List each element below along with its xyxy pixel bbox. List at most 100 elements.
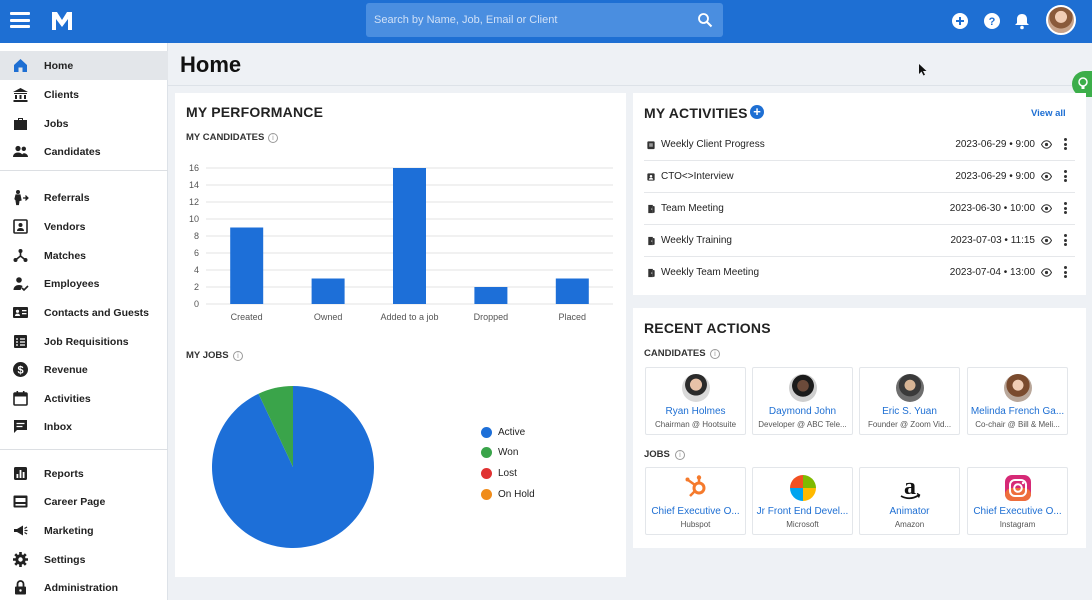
- job-title[interactable]: Chief Executive O...: [973, 506, 1062, 517]
- sidebar-item-job-requisitions[interactable]: Job Requisitions: [0, 327, 168, 356]
- candidate-tile[interactable]: Ryan Holmes Chairman @ Hootsuite: [645, 367, 746, 435]
- job-tile[interactable]: a Animator Amazon: [859, 467, 960, 535]
- activity-date: 2023-07-04 • 13:00: [949, 267, 1035, 278]
- svg-text:?: ?: [989, 16, 996, 28]
- add-activity-button[interactable]: +: [750, 105, 764, 119]
- eye-icon[interactable]: [1041, 268, 1052, 277]
- job-title[interactable]: Jr Front End Devel...: [756, 506, 849, 517]
- user-avatar[interactable]: [1046, 5, 1076, 35]
- sidebar-item-home[interactable]: Home: [0, 51, 168, 80]
- sidebar-item-jobs[interactable]: Jobs: [0, 109, 168, 138]
- job-title[interactable]: Animator: [889, 506, 930, 517]
- y-tick-label: 14: [189, 180, 199, 190]
- pie-slice-active[interactable]: [211, 386, 374, 548]
- sidebar-item-settings[interactable]: Settings: [0, 545, 168, 574]
- sidebar-item-vendors[interactable]: Vendors: [0, 212, 168, 241]
- bar-placed[interactable]: [555, 278, 589, 305]
- feedback-tab[interactable]: [1072, 71, 1092, 97]
- referral-icon: [14, 190, 29, 206]
- x-tick-label: Owned: [314, 312, 343, 322]
- my-jobs-label: MY JOBS: [186, 350, 229, 361]
- legend-item-lost[interactable]: Lost: [481, 468, 517, 479]
- candidate-name[interactable]: Eric S. Yuan: [882, 406, 937, 417]
- legend-item-on-hold[interactable]: On Hold: [481, 489, 535, 500]
- search-icon[interactable]: [697, 12, 713, 28]
- activity-title[interactable]: CTO<>Interview: [661, 171, 734, 182]
- sidebar-item-label: Job Requisitions: [44, 335, 129, 348]
- candidate-name[interactable]: Ryan Holmes: [665, 406, 726, 417]
- activity-row[interactable]: CTO<>Interview 2023-06-29 • 9:00: [644, 161, 1075, 193]
- sidebar-item-revenue[interactable]: $ Revenue: [0, 355, 168, 384]
- bell-icon[interactable]: [1013, 12, 1031, 30]
- activity-title[interactable]: Weekly Training: [661, 235, 732, 246]
- activity-row[interactable]: Weekly Training 2023-07-03 • 11:15: [644, 225, 1075, 257]
- sidebar: Home Clients Jobs Candidates Referrals Vendor…: [0, 43, 168, 600]
- job-tile[interactable]: Chief Executive O... Instagram: [967, 467, 1068, 535]
- eye-icon[interactable]: [1041, 140, 1052, 149]
- view-all-link[interactable]: View all: [1031, 108, 1066, 119]
- bar-owned[interactable]: [311, 278, 345, 305]
- pie-slice-won[interactable]: [258, 386, 293, 467]
- job-tile[interactable]: Chief Executive O... Hubspot: [645, 467, 746, 535]
- eye-icon[interactable]: [1041, 236, 1052, 245]
- more-options-icon[interactable]: [1064, 234, 1067, 246]
- more-options-icon[interactable]: [1064, 170, 1067, 182]
- activity-title[interactable]: Weekly Team Meeting: [661, 267, 760, 278]
- candidate-tile[interactable]: Daymond John Developer @ ABC Tele...: [752, 367, 853, 435]
- lock-icon: [15, 580, 26, 595]
- sidebar-item-label: Clients: [44, 88, 80, 101]
- bar-created[interactable]: [230, 227, 264, 305]
- more-options-icon[interactable]: [1064, 266, 1067, 278]
- legend-item-active[interactable]: Active: [481, 427, 525, 438]
- job-title[interactable]: Chief Executive O...: [651, 506, 740, 517]
- candidate-name[interactable]: Melinda French Ga...: [970, 406, 1065, 417]
- hamburger-menu-icon[interactable]: [10, 12, 30, 28]
- job-company: Instagram: [999, 520, 1036, 529]
- info-icon[interactable]: i: [675, 450, 685, 460]
- sidebar-item-contacts-and-guests[interactable]: Contacts and Guests: [0, 298, 168, 327]
- sidebar-item-activities[interactable]: Activities: [0, 384, 168, 413]
- search-bar[interactable]: Search by Name, Job, Email or Client: [366, 3, 723, 37]
- more-options-icon[interactable]: [1064, 202, 1067, 214]
- activity-row[interactable]: Weekly Client Progress 2023-06-29 • 9:00: [644, 129, 1075, 161]
- candidate-name[interactable]: Daymond John: [768, 406, 837, 417]
- sidebar-item-candidates[interactable]: Candidates: [0, 137, 168, 166]
- job-tile[interactable]: Jr Front End Devel... Microsoft: [752, 467, 853, 535]
- bar-added-to-a-job[interactable]: [393, 168, 426, 304]
- sidebar-item-label: Settings: [44, 553, 86, 566]
- sidebar-item-label: Matches: [44, 249, 87, 262]
- gear-icon: [13, 552, 28, 567]
- eye-icon[interactable]: [1041, 204, 1052, 213]
- sidebar-item-clients[interactable]: Clients: [0, 80, 168, 109]
- activity-row[interactable]: Weekly Team Meeting 2023-07-04 • 13:00: [644, 257, 1075, 289]
- activity-title[interactable]: Team Meeting: [661, 203, 724, 214]
- candidate-tile[interactable]: Eric S. Yuan Founder @ Zoom Vid...: [859, 367, 960, 435]
- sidebar-item-reports[interactable]: Reports: [0, 459, 168, 488]
- info-icon[interactable]: i: [233, 351, 243, 361]
- sidebar-item-administration[interactable]: Administration: [0, 573, 168, 600]
- help-icon[interactable]: ?: [983, 12, 1001, 30]
- add-circle-icon[interactable]: [951, 12, 969, 30]
- more-options-icon[interactable]: [1064, 138, 1067, 150]
- calendar-icon: [13, 391, 28, 406]
- info-icon[interactable]: i: [710, 349, 720, 359]
- eye-icon[interactable]: [1041, 172, 1052, 181]
- sidebar-item-matches[interactable]: Matches: [0, 241, 168, 270]
- sidebar-item-marketing[interactable]: Marketing: [0, 516, 168, 545]
- activity-title[interactable]: Weekly Client Progress: [661, 139, 765, 150]
- activity-row[interactable]: Team Meeting 2023-06-30 • 10:00: [644, 193, 1075, 225]
- app-logo[interactable]: [49, 8, 75, 34]
- bar-dropped[interactable]: [474, 287, 508, 304]
- sidebar-item-career-page[interactable]: Career Page: [0, 487, 168, 516]
- sidebar-item-employees[interactable]: Employees: [0, 269, 168, 298]
- job-company: Hubspot: [680, 520, 711, 529]
- candidate-avatar: [682, 374, 710, 402]
- sidebar-item-referrals[interactable]: Referrals: [0, 183, 168, 212]
- activities-title: MY ACTIVITIES: [644, 105, 748, 121]
- recent-actions-card: RECENT ACTIONS CANDIDATES i Ryan Holmes C…: [633, 308, 1086, 548]
- amazon-logo: a: [900, 474, 921, 500]
- legend-item-won[interactable]: Won: [481, 447, 518, 458]
- candidate-tile[interactable]: Melinda French Ga... Co-chair @ Bill & Me…: [967, 367, 1068, 435]
- sidebar-item-inbox[interactable]: Inbox: [0, 412, 168, 441]
- info-icon[interactable]: i: [268, 133, 278, 143]
